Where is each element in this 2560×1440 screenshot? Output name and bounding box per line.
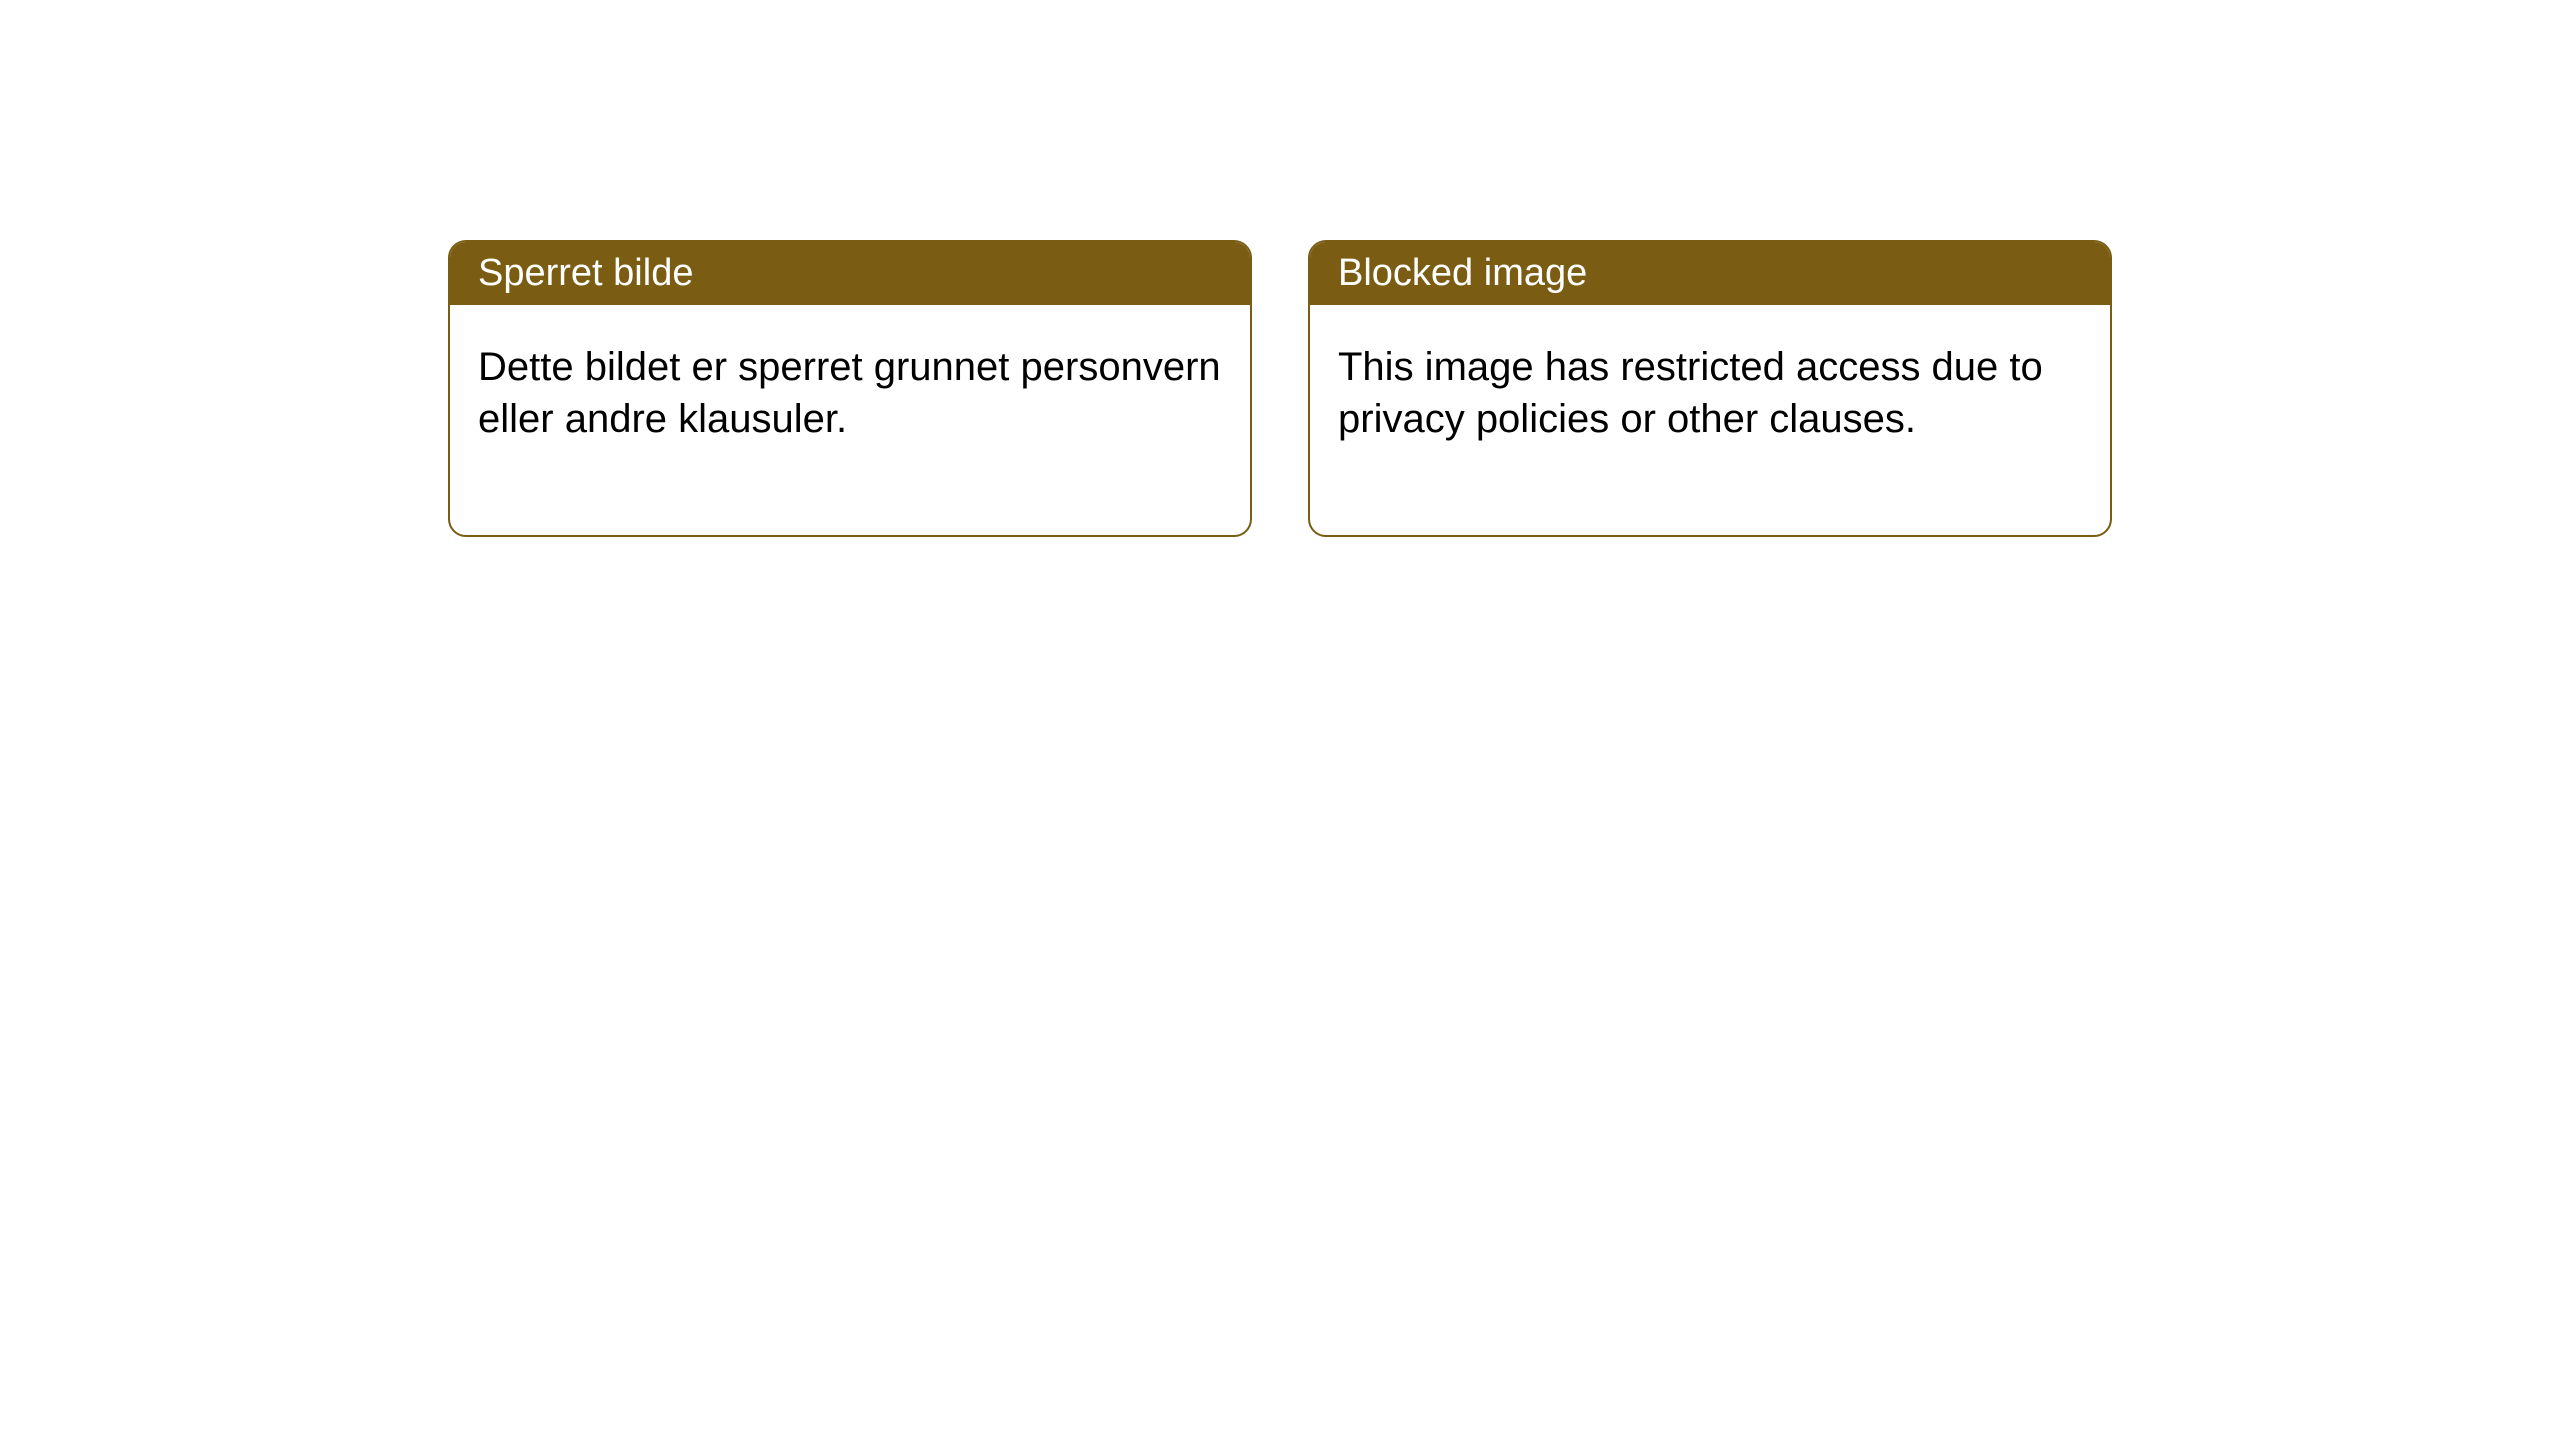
notice-body-english: This image has restricted access due to … [1310, 305, 2110, 535]
notice-body-norwegian: Dette bildet er sperret grunnet personve… [450, 305, 1250, 535]
notice-card-norwegian: Sperret bilde Dette bildet er sperret gr… [448, 240, 1252, 537]
notice-header-english: Blocked image [1310, 242, 2110, 305]
notice-container: Sperret bilde Dette bildet er sperret gr… [0, 0, 2560, 537]
notice-header-norwegian: Sperret bilde [450, 242, 1250, 305]
notice-card-english: Blocked image This image has restricted … [1308, 240, 2112, 537]
